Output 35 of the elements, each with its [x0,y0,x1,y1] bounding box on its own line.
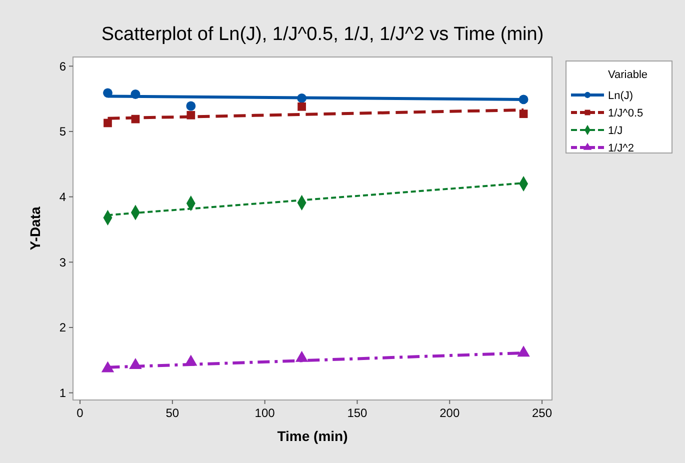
point [103,88,112,98]
x-tick-label: 200 [440,406,460,420]
point [129,358,142,370]
x-tick-label: 250 [532,406,552,420]
point [131,114,140,124]
point [186,101,196,111]
legend-label: 1/J^2 [608,142,634,154]
legend-label: Ln(J) [608,90,634,102]
point [517,346,530,357]
x-tick-label: 150 [347,406,368,420]
x-tick-label: 100 [254,406,276,420]
point [518,94,528,104]
y-tick-label: 2 [59,320,66,335]
point [297,93,306,103]
legend-title: Variable [608,69,648,81]
y-tick-label: 5 [59,124,66,139]
y-tick-label: 1 [59,386,66,400]
legend-label: 1/J^0.5 [608,107,644,120]
chart-title: Scatterplot of Ln(J), 1/J^0.5, 1/J, 1/J^2 vs Time (min) [101,24,544,45]
y-tick-label: 6 [59,59,66,74]
point [130,90,140,99]
x-tick-label: 0 [76,406,84,420]
point [186,110,196,120]
point [104,118,112,128]
point [519,110,528,118]
y-tick-label: 4 [59,190,66,204]
x-axis-title: Time (min) [277,428,348,444]
point [298,102,306,111]
legend-label: 1/J [608,124,623,137]
point [101,361,114,372]
y-axis-title: Y-Data [27,206,43,250]
point [295,350,308,362]
x-tick-label: 50 [166,406,180,420]
point [184,354,198,366]
y-tick-label: 3 [59,255,66,270]
